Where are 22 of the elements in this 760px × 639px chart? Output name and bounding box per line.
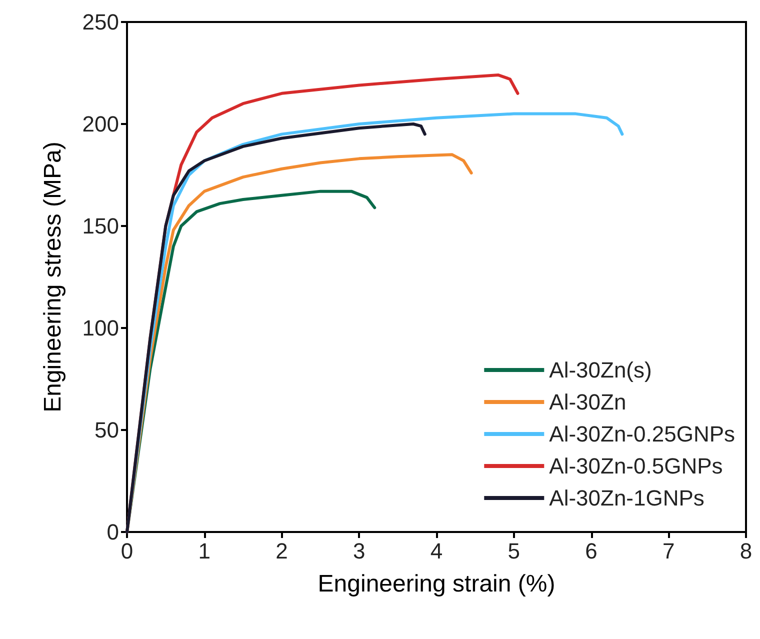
y-tick-label: 0 <box>106 520 119 544</box>
legend-label: Al-30Zn-1GNPs <box>549 486 704 510</box>
x-tick-label: 1 <box>198 538 210 564</box>
y-tick-label: 200 <box>82 112 119 136</box>
y-tick-label: 50 <box>94 418 119 442</box>
x-axis-title: Engineering strain (%) <box>318 570 556 598</box>
y-tick-label: 150 <box>82 214 119 238</box>
y-tick-label: 100 <box>82 316 119 340</box>
line-series <box>126 122 426 534</box>
legend-label: Al-30Zn-0.25GNPs <box>549 422 736 446</box>
y-axis-title: Engineering stress (MPa) <box>40 142 66 412</box>
x-tick-label: 7 <box>662 538 675 564</box>
x-tick-label: 4 <box>430 538 443 564</box>
x-tick-label: 3 <box>353 538 366 564</box>
legend-label: Al-30Zn(s) <box>549 358 652 382</box>
x-tick-label: 5 <box>508 538 520 564</box>
legend-label: Al-30Zn-0.5GNPs <box>549 454 723 478</box>
x-tick-label: 8 <box>740 538 752 564</box>
legend-label: Al-30Zn <box>549 390 626 414</box>
y-tick-label: 250 <box>82 10 119 34</box>
x-tick-label: 6 <box>585 538 598 564</box>
x-tick-label: 2 <box>276 538 288 564</box>
